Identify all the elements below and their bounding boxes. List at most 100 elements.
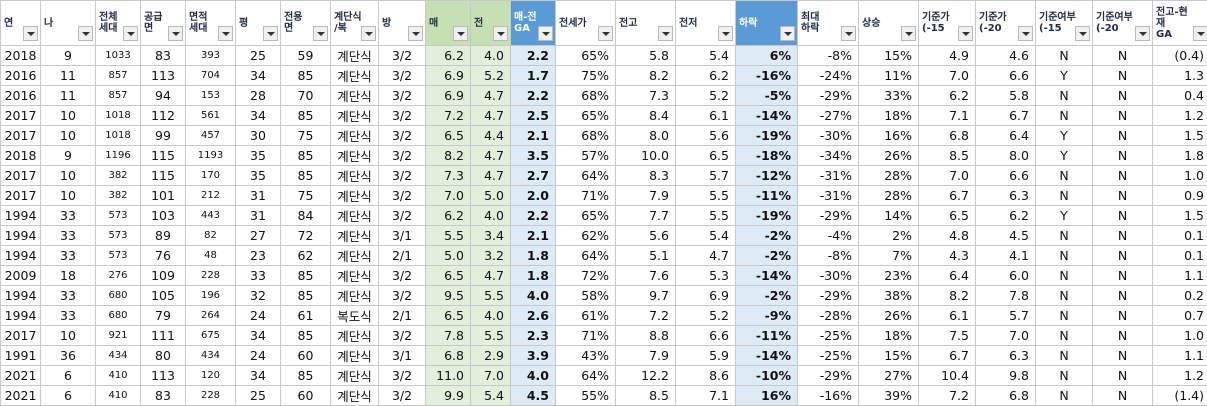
cell[interactable]: 27% <box>859 366 919 386</box>
cell[interactable]: 2021 <box>1 366 41 386</box>
cell[interactable]: 7.2 <box>616 306 676 326</box>
cell[interactable]: 6 <box>41 366 96 386</box>
cell[interactable]: 680 <box>96 286 141 306</box>
cell[interactable]: 계단식 <box>331 226 379 246</box>
cell[interactable]: N <box>1093 146 1153 166</box>
cell[interactable]: 0.2 <box>1153 286 1207 306</box>
cell[interactable]: 38% <box>859 286 919 306</box>
column-header[interactable]: 전세가 <box>556 1 616 46</box>
cell[interactable]: 6.5 <box>426 126 471 146</box>
cell[interactable]: -16% <box>736 66 798 86</box>
cell[interactable]: 70 <box>281 86 331 106</box>
cell[interactable]: 212 <box>186 186 236 206</box>
cell[interactable]: 6.5 <box>676 146 736 166</box>
cell[interactable]: 6.6 <box>976 66 1036 86</box>
cell[interactable]: N <box>1093 66 1153 86</box>
cell[interactable]: 5.5 <box>676 206 736 226</box>
cell[interactable]: 99 <box>141 126 186 146</box>
cell[interactable]: 39% <box>859 386 919 406</box>
cell[interactable]: 7% <box>859 246 919 266</box>
cell[interactable]: 1.8 <box>511 246 556 266</box>
cell[interactable]: -12% <box>736 166 798 186</box>
cell[interactable]: 계단식 <box>331 126 379 146</box>
filter-button[interactable] <box>718 26 733 41</box>
cell[interactable]: 410 <box>96 366 141 386</box>
cell[interactable]: 85 <box>281 166 331 186</box>
cell[interactable]: -16% <box>798 386 859 406</box>
cell[interactable]: 5.2 <box>676 86 736 106</box>
cell[interactable]: 10.0 <box>616 146 676 166</box>
cell[interactable]: 1018 <box>96 126 141 146</box>
cell[interactable]: 9.8 <box>976 366 1036 386</box>
cell[interactable]: 1.8 <box>511 266 556 286</box>
cell[interactable]: 3/2 <box>379 286 426 306</box>
cell[interactable]: 8.0 <box>616 126 676 146</box>
cell[interactable]: 계단식 <box>331 166 379 186</box>
column-header[interactable]: 기준여부 (-15 <box>1036 1 1093 46</box>
cell[interactable]: 2.9 <box>471 346 511 366</box>
cell[interactable]: -2% <box>736 246 798 266</box>
cell[interactable]: N <box>1036 286 1093 306</box>
cell[interactable]: 6.2 <box>676 66 736 86</box>
cell[interactable]: 3.5 <box>511 146 556 166</box>
cell[interactable]: 7.9 <box>616 186 676 206</box>
cell[interactable]: 2016 <box>1 86 41 106</box>
cell[interactable]: 61 <box>281 306 331 326</box>
cell[interactable]: 7.2 <box>426 106 471 126</box>
cell[interactable]: 85 <box>281 66 331 86</box>
cell[interactable]: 393 <box>186 46 236 66</box>
cell[interactable]: 112 <box>141 106 186 126</box>
cell[interactable]: 8.2 <box>426 146 471 166</box>
cell[interactable]: 35 <box>236 146 281 166</box>
cell[interactable]: 68% <box>556 86 616 106</box>
cell[interactable]: 228 <box>186 386 236 406</box>
cell[interactable]: 4.0 <box>511 286 556 306</box>
column-header[interactable]: 평 <box>236 1 281 46</box>
cell[interactable]: 2.6 <box>511 306 556 326</box>
cell[interactable]: 64% <box>556 246 616 266</box>
cell[interactable]: 196 <box>186 286 236 306</box>
cell[interactable]: 11% <box>859 66 919 86</box>
cell[interactable]: 4.0 <box>471 206 511 226</box>
cell[interactable]: 계단식 <box>331 326 379 346</box>
cell[interactable]: 4.0 <box>471 306 511 326</box>
cell[interactable]: -24% <box>798 66 859 86</box>
cell[interactable]: -8% <box>798 46 859 66</box>
cell[interactable]: 2017 <box>1 186 41 206</box>
cell[interactable]: 33 <box>41 226 96 246</box>
cell[interactable]: 85 <box>281 266 331 286</box>
cell[interactable]: 6.7 <box>919 186 976 206</box>
cell[interactable]: 11 <box>41 66 96 86</box>
cell[interactable]: 33 <box>41 286 96 306</box>
cell[interactable]: 2016 <box>1 66 41 86</box>
cell[interactable]: -14% <box>736 106 798 126</box>
cell[interactable]: N <box>1036 246 1093 266</box>
cell[interactable]: 1.0 <box>1153 326 1207 346</box>
cell[interactable]: N <box>1036 326 1093 346</box>
cell[interactable]: 5.8 <box>616 46 676 66</box>
cell[interactable]: 7.2 <box>919 386 976 406</box>
cell[interactable]: -5% <box>736 86 798 106</box>
cell[interactable]: N <box>1036 266 1093 286</box>
cell[interactable]: 3/2 <box>379 326 426 346</box>
cell[interactable]: 34 <box>236 366 281 386</box>
cell[interactable]: 8.5 <box>919 146 976 166</box>
cell[interactable]: 48 <box>186 246 236 266</box>
column-header[interactable]: 나 <box>41 1 96 46</box>
cell[interactable]: N <box>1036 366 1093 386</box>
cell[interactable]: 10 <box>41 126 96 146</box>
cell[interactable]: 9 <box>41 46 96 66</box>
cell[interactable]: 264 <box>186 306 236 326</box>
cell[interactable]: 85 <box>281 326 331 346</box>
cell[interactable]: 계단식 <box>331 186 379 206</box>
cell[interactable]: Y <box>1036 206 1093 226</box>
cell[interactable]: 1.0 <box>1153 166 1207 186</box>
cell[interactable]: -31% <box>798 186 859 206</box>
cell[interactable]: -10% <box>736 366 798 386</box>
cell[interactable]: 34 <box>236 106 281 126</box>
cell[interactable]: 89 <box>141 226 186 246</box>
cell[interactable]: 7.0 <box>976 326 1036 346</box>
filter-button[interactable] <box>218 26 233 41</box>
column-header[interactable]: 하락 <box>736 1 798 46</box>
column-header[interactable]: 매 <box>426 1 471 46</box>
